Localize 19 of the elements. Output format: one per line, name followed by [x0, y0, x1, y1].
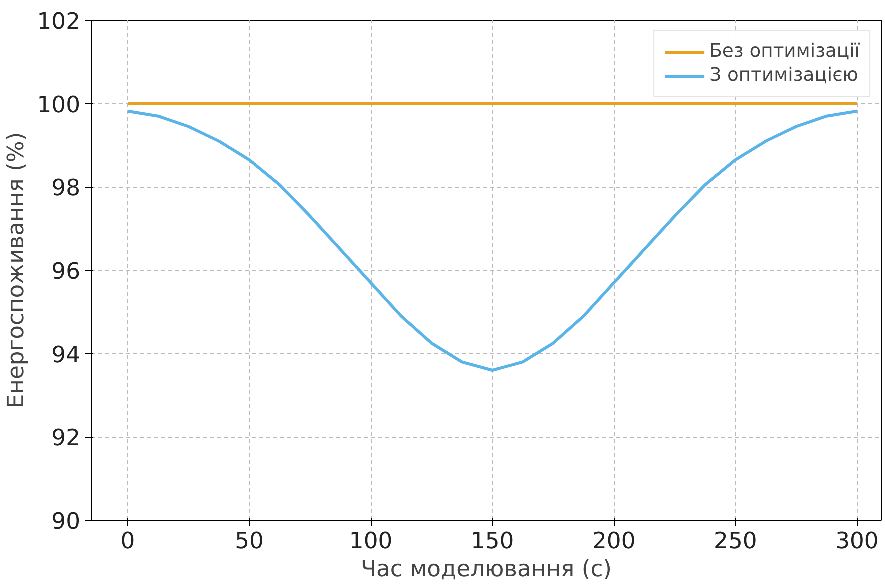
legend-label: З оптимізацією: [710, 65, 859, 86]
x-tick-label: 150: [470, 528, 514, 554]
y-tick-label: 92: [52, 426, 81, 452]
y-tick-label: 100: [37, 92, 81, 118]
x-tick-label: 100: [349, 528, 393, 554]
x-tick-label: 50: [235, 528, 264, 554]
y-tick-label: 94: [52, 342, 81, 368]
line-series: [126, 110, 859, 372]
y-tick-label: 96: [52, 259, 81, 285]
y-tick-label: 90: [52, 509, 81, 535]
x-axis-title: Час моделювання (с): [360, 556, 612, 582]
x-tick-label: 0: [120, 528, 136, 554]
y-tick-label: 98: [52, 176, 81, 202]
y-tick-label: 102: [37, 9, 81, 35]
legend-label: Без оптимізації: [710, 41, 860, 62]
y-axis-title: Енергоспоживання (%): [3, 132, 30, 409]
x-tick-label: 200: [592, 528, 636, 554]
x-tick-label: 250: [714, 528, 758, 554]
x-tick-label: 300: [836, 528, 879, 554]
